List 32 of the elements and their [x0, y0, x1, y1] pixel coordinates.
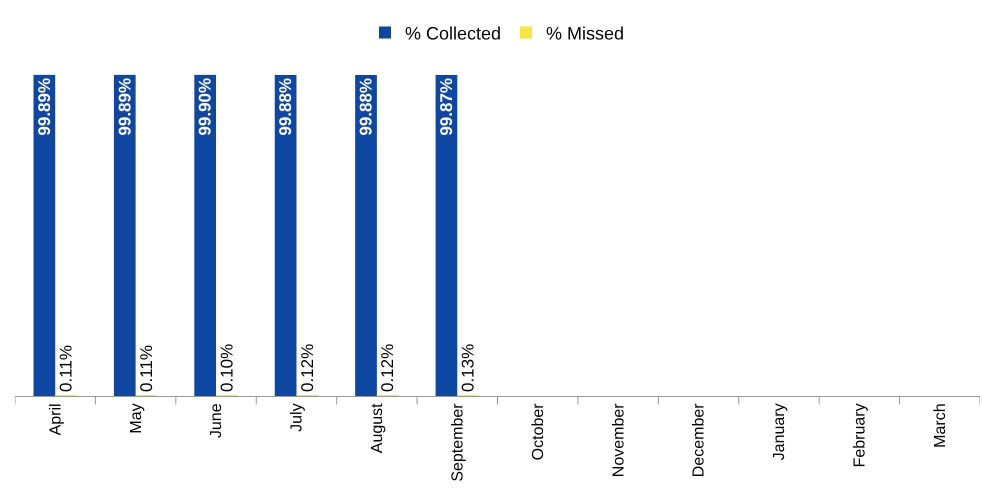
x-tick-label: September [449, 402, 466, 482]
x-tick-label: May [128, 403, 145, 434]
x-tick-label: November [610, 402, 628, 478]
data-label: 0.11% [56, 345, 76, 392]
data-label: 0.10% [217, 344, 236, 392]
data-label: 99.88% [356, 78, 376, 136]
data-label: 99.88% [276, 78, 296, 136]
legend-label: % Collected [405, 23, 502, 44]
data-label: 0.12% [298, 344, 317, 392]
data-label: 99.89% [34, 78, 54, 136]
bar [436, 75, 458, 396]
bar [355, 74, 377, 396]
data-label: 0.11% [136, 345, 156, 392]
data-label: 99.87% [436, 78, 456, 136]
x-tick-label: June [208, 403, 226, 438]
x-tick-label: April [47, 403, 64, 436]
bar [114, 74, 136, 396]
x-tick-label: October [530, 402, 547, 460]
bar [194, 74, 216, 396]
data-label: 0.12% [378, 344, 398, 392]
x-tick-label: January [771, 403, 788, 460]
legend-label: % Missed [546, 23, 624, 44]
x-tick-label: August [369, 402, 386, 454]
x-tick-label: December [690, 402, 708, 478]
x-tick-label: July [288, 403, 306, 432]
bar [34, 74, 56, 396]
data-label: 0.13% [458, 344, 478, 392]
bar [274, 74, 296, 396]
x-tick-label: February [852, 403, 869, 468]
data-label: 99.89% [115, 78, 134, 136]
x-tick-label: March [932, 403, 949, 448]
data-label: 99.90% [196, 78, 215, 136]
